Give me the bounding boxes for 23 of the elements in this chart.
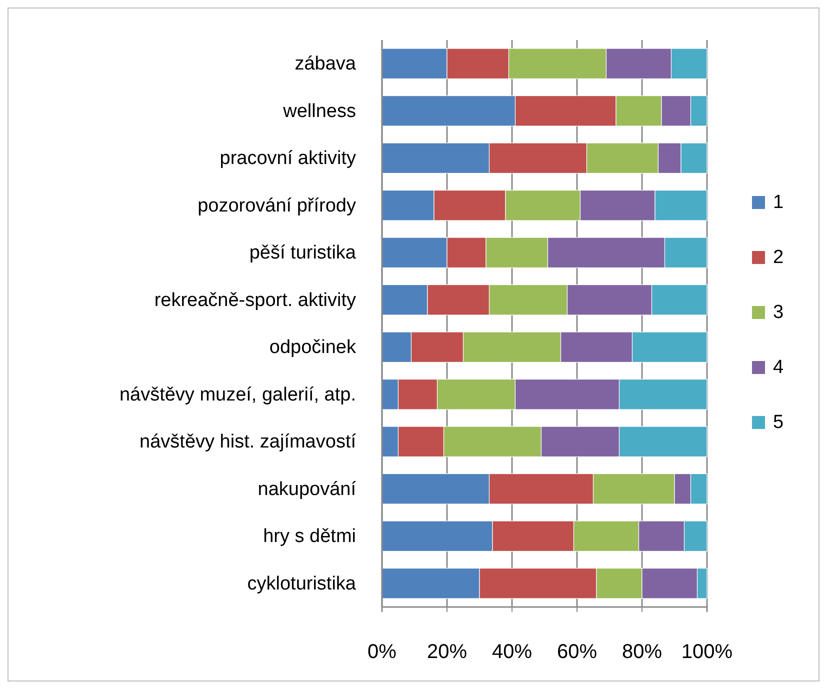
y-tick-label: nakupování [258, 478, 357, 500]
legend-label: 3 [773, 302, 784, 323]
legend-label: 4 [773, 357, 784, 378]
legend-label: 1 [773, 192, 784, 213]
legend-label: 5 [773, 412, 784, 433]
y-tick-label: hry s dětmi [263, 526, 356, 548]
y-tick-label: pěší turistika [249, 242, 356, 264]
x-tick-label: 0% [368, 641, 397, 664]
x-tick-label: 20% [426, 641, 468, 664]
y-tick-label: zábava [294, 54, 356, 75]
y-tick-label: cykloturistika [247, 573, 356, 594]
x-tick-label: 40% [492, 641, 532, 664]
y-tick-label: rekreačně-sport. aktivity [154, 290, 356, 311]
x-tick-label: 60% [556, 641, 598, 664]
y-tick-label: pozorování přírody [198, 195, 356, 216]
y-tick-label: návštěvy muzeí, galerií, atp. [119, 384, 356, 406]
y-tick-label: odpočinek [269, 337, 356, 358]
y-tick-label: návštěvy hist. zajímavostí [140, 432, 357, 453]
x-tick-label: 100% [681, 641, 733, 664]
x-tick-label: 80% [622, 641, 662, 664]
y-tick-label: pracovní aktivity [220, 148, 356, 170]
y-tick-label: wellness [282, 100, 356, 122]
legend-label: 2 [773, 247, 784, 268]
